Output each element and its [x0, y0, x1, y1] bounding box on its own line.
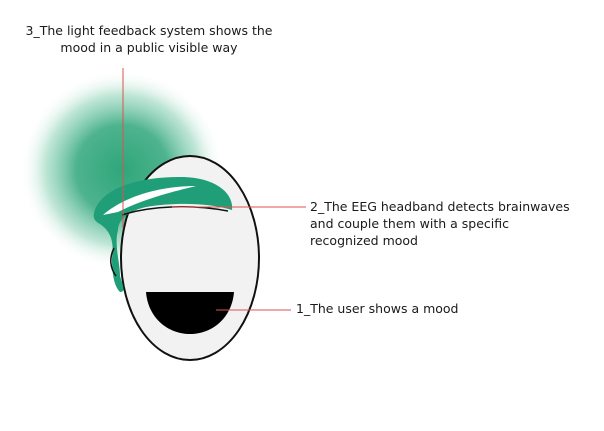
light-feedback-label: 3_The light feedback system shows the mo… — [25, 23, 273, 55]
eeg-headband-label: 2_The EEG headband detects brainwaves an… — [310, 199, 570, 248]
eeg-headband-icon — [93, 176, 233, 292]
mood-mouth-icon — [146, 292, 234, 334]
headband-outline — [110, 247, 117, 277]
headband-sensor-line — [121, 206, 229, 216]
user-mood-label: 1_The user shows a mood — [296, 301, 459, 316]
headband-highlight — [103, 186, 196, 215]
